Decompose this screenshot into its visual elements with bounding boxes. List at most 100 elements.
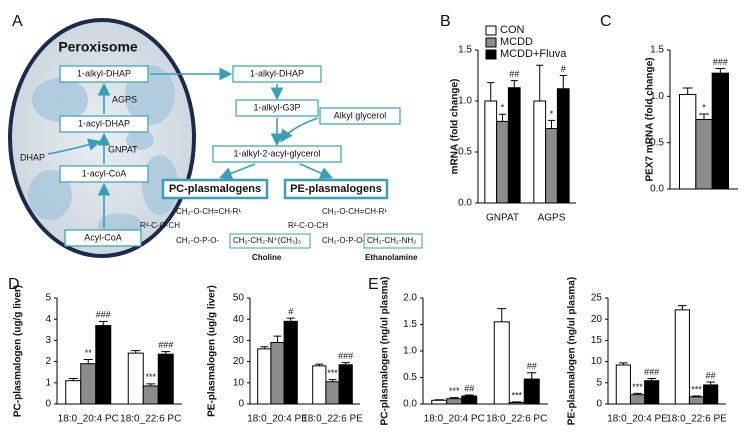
y-tick-label: 1.5 [650, 45, 664, 56]
error-bar [497, 308, 507, 322]
svg-text:Ethanolamine: Ethanolamine [365, 253, 418, 262]
svg-text:PC-plasmalogens: PC-plasmalogens [169, 183, 261, 195]
significance: *** [449, 386, 460, 396]
panel-a: A Peroxisome 1-alkyl-DHAP 1-acyl-DHAP 1-… [8, 13, 423, 262]
svg-text:R²-C-O-CH: R²-C-O-CH [140, 221, 180, 230]
svg-text:CH₂-O-P-O-: CH₂-O-P-O- [176, 236, 219, 245]
x-tick-label: 18:0_22:6 PE [302, 414, 363, 425]
y-tick-label: 2 [45, 356, 51, 367]
panel-letter: B [440, 13, 451, 30]
y-tick-label: 4 [45, 314, 51, 325]
y-axis-label: mRNA (fold change) [450, 79, 461, 175]
bar [688, 396, 705, 405]
y-tick-label: 5 [596, 377, 602, 388]
svg-text:1-alkyl-G3P: 1-alkyl-G3P [253, 102, 300, 112]
error-bar [682, 87, 693, 95]
error-bar [527, 372, 537, 380]
significance: ### [644, 367, 659, 377]
error-bar [692, 395, 701, 397]
x-tick-label: 18:0_20:4 PC [58, 414, 119, 425]
significance: *** [691, 384, 702, 394]
svg-text:PE-plasmalogens: PE-plasmalogens [290, 183, 382, 195]
legend-label: CON [500, 24, 525, 36]
enzyme: GNPAT [108, 144, 138, 154]
bar [533, 100, 547, 204]
significance: *** [511, 390, 522, 400]
error-bar [434, 399, 444, 401]
significance: ## [706, 370, 716, 380]
y-axis-label: PC-plasmalogen (ng/ul plasma) [380, 277, 391, 426]
bar [446, 398, 463, 405]
significance: ## [509, 69, 519, 79]
y-tick-label: 1.0 [403, 346, 417, 357]
y-tick-label: 10 [233, 377, 245, 388]
significance: * [550, 109, 554, 119]
node: Alkyl glycerol [319, 107, 401, 125]
panel-letter: E [368, 276, 379, 293]
y-tick-label: 0 [45, 399, 51, 410]
svg-text:CH₂-CH₂-NH₂: CH₂-CH₂-NH₂ [367, 236, 416, 245]
significance: ## [464, 383, 474, 393]
y-tick-label: 0.0 [458, 198, 472, 209]
bar [493, 321, 510, 405]
y-tick-label: 0.0 [650, 184, 664, 195]
bar [545, 128, 558, 204]
y-tick-label: 20 [591, 314, 603, 325]
error-bar [619, 362, 628, 365]
panel-letter: C [600, 13, 612, 30]
y-tick-label: 10 [591, 356, 603, 367]
error-bar [536, 64, 544, 101]
node: 1-alkyl-DHAP [59, 65, 149, 83]
bar [431, 399, 448, 405]
node: 1-acyl-DHAP [59, 115, 149, 133]
bar [95, 325, 112, 405]
bar [157, 353, 174, 405]
error-bar [715, 68, 726, 74]
product: PE-plasmalogens [283, 178, 389, 200]
y-tick-label: 0.5 [458, 147, 472, 158]
error-bar [449, 397, 459, 399]
bar [325, 381, 340, 405]
substrate: DHAP [20, 152, 45, 162]
bar [695, 119, 713, 190]
product: PC-plasmalogens [161, 178, 269, 200]
y-tick-label: 50 [233, 293, 245, 304]
error-bar [161, 351, 171, 355]
error-bar [131, 350, 141, 354]
bar [270, 342, 285, 405]
y-tick-label: 0 [238, 399, 244, 410]
y-tick-label: 2.0 [403, 293, 417, 304]
error-bar [699, 113, 709, 120]
bar [508, 401, 525, 405]
error-bar [328, 379, 337, 382]
legend-swatch [485, 49, 497, 60]
y-tick-label: 30 [233, 335, 245, 346]
error-bar [559, 75, 567, 89]
panel-letter: A [12, 13, 23, 30]
error-bar [678, 305, 687, 310]
bar [283, 320, 298, 405]
error-bar [315, 363, 324, 366]
svg-text:1-acyl-DHAP: 1-acyl-DHAP [78, 118, 130, 128]
y-tick-label: 0.5 [650, 137, 664, 148]
legend-swatch [485, 37, 497, 48]
legend-label: MCDD [500, 36, 533, 48]
x-tick-label: 18:0_20:4 PC [424, 414, 485, 425]
svg-text:1-alkyl-DHAP: 1-alkyl-DHAP [250, 68, 304, 78]
error-bar [260, 346, 269, 349]
bar [312, 365, 327, 405]
significance: # [288, 307, 293, 317]
bar [461, 395, 478, 405]
significance: *** [145, 372, 156, 382]
bar [629, 394, 646, 405]
node: 1-alkyl-G3P [235, 99, 319, 117]
y-tick-label: 15 [591, 335, 603, 346]
arrows [47, 67, 333, 228]
y-tick-label: 1.0 [650, 91, 664, 102]
error-bar [547, 119, 556, 129]
bar [257, 348, 272, 405]
bar [523, 378, 540, 405]
bar [127, 352, 144, 405]
node: 1-acyl-CoA [59, 165, 149, 183]
enzyme: AGPS [112, 94, 137, 104]
